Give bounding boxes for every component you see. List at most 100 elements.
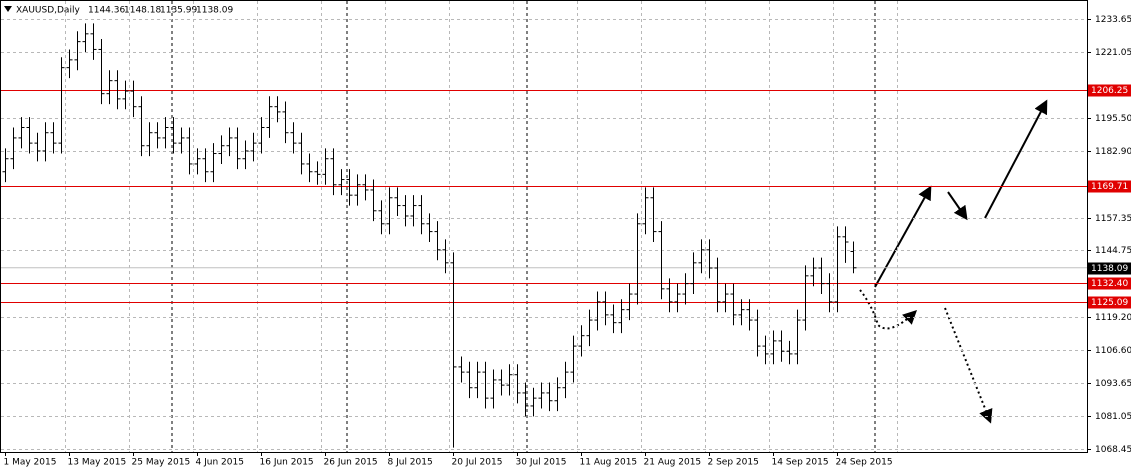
ohlc-bar [210, 143, 217, 183]
x-tick-label: 8 Jul 2015 [388, 458, 433, 468]
ohlc-bar [794, 309, 801, 365]
ohlc-bar [658, 221, 665, 300]
ohlc-bar [682, 273, 689, 305]
ohlc-bar [106, 70, 113, 105]
ohlc-bar [450, 252, 457, 448]
ohlc-bar [402, 195, 409, 227]
ohlc-bar [346, 169, 353, 206]
level-label: 1132.40 [1091, 279, 1128, 289]
ohlc-bar [338, 169, 345, 196]
ohlc-bar [586, 309, 593, 347]
ohlc-bar [522, 382, 529, 417]
ohlc-bar [82, 23, 89, 53]
ohlc-high: 1148.18 [124, 6, 161, 16]
ohlc-bar [426, 213, 433, 243]
ohlc-bar [18, 117, 25, 149]
ohlc-bar [282, 101, 289, 144]
ohlc-bar [394, 187, 401, 216]
level-label-box [1088, 180, 1131, 193]
ohlc-bar [506, 364, 513, 396]
ohlc-open: 1144.36 [88, 6, 125, 16]
ohlc-bar [634, 213, 641, 305]
ohlc-bar [514, 364, 521, 404]
ohlc-bar [770, 330, 777, 365]
ohlc-bar [618, 299, 625, 334]
ohlc-bar [410, 195, 417, 227]
ohlc-bar [98, 39, 105, 105]
ohlc-bar [546, 382, 553, 412]
ohlc-bar [34, 132, 41, 162]
ohlc-bar [10, 127, 17, 170]
ohlc-bar [170, 117, 177, 154]
ohlc-bar [90, 23, 97, 60]
ohlc-bar [234, 127, 241, 170]
ohlc-bar [274, 96, 281, 123]
ohlc-bar [26, 117, 33, 154]
ohlc-bar [530, 387, 537, 417]
x-tick-label: 16 Jun 2015 [260, 458, 314, 468]
ohlc-bar [818, 257, 825, 295]
ohlc-low: 1135.99 [160, 6, 197, 16]
ohlc-bar [322, 148, 329, 185]
ohlc-bar [698, 239, 705, 274]
ohlc-bar [330, 148, 337, 196]
chart-title: XAUUSD,Daily [16, 6, 80, 16]
ohlc-bar [834, 226, 841, 313]
ohlc-bar [714, 257, 721, 313]
y-tick-label: 1119.20 [1095, 313, 1131, 323]
ohlc-bar [562, 361, 569, 399]
ohlc-bar [218, 135, 225, 164]
y-tick-label: 1068.45 [1095, 445, 1131, 455]
ohlc-bar [570, 335, 577, 383]
x-tick-label: 20 Jul 2015 [452, 458, 503, 468]
ohlc-close: 1138.09 [196, 6, 233, 16]
ohlc-bar [250, 132, 257, 162]
ohlc-bar [418, 195, 425, 235]
menu-triangle [4, 6, 12, 12]
y-tick-label: 1221.05 [1095, 48, 1131, 58]
level-label-box [1088, 277, 1131, 290]
ohlc-bar [114, 70, 121, 110]
ohlc-bar [650, 187, 657, 243]
ohlc-bar [2, 148, 9, 183]
ohlc-bar [186, 127, 193, 175]
ohlc-bar [842, 226, 849, 263]
ohlc-bar [746, 299, 753, 331]
ohlc-bar [466, 361, 473, 399]
ohlc-bar [354, 174, 361, 206]
ohlc-bar [298, 132, 305, 175]
ohlc-bar [226, 127, 233, 157]
ohlc-bar [42, 122, 49, 162]
level-label: 1125.09 [1091, 298, 1128, 308]
ohlc-bar [266, 96, 273, 138]
ohlc-bar [74, 31, 81, 71]
ohlc-bar [386, 187, 393, 235]
ohlc-bar [50, 122, 57, 154]
x-tick-label: 26 Jun 2015 [324, 458, 378, 468]
ohlc-bar [458, 356, 465, 383]
ohlc-bar [482, 361, 489, 409]
ohlc-bar [314, 161, 321, 185]
current-price-label: 1138.09 [1091, 264, 1128, 274]
x-tick-label: 11 Aug 2015 [580, 458, 638, 468]
x-tick-label: 14 Sep 2015 [772, 458, 829, 468]
ohlc-bar [594, 291, 601, 331]
ohlc-bar [642, 187, 649, 235]
ohlc-bar [802, 265, 809, 331]
x-tick-label: 24 Sep 2015 [836, 458, 893, 468]
ohlc-bar [66, 49, 73, 79]
ohlc-bar [378, 200, 385, 235]
ohlc-bar [610, 304, 617, 334]
drawn-arrows [859, 99, 1048, 424]
ohlc-bar [258, 117, 265, 154]
ohlc-bar [722, 283, 729, 313]
ohlc-bar [554, 377, 561, 412]
plot-area [0, 0, 1088, 453]
y-tick-label: 1144.75 [1095, 246, 1131, 256]
x-tick-label: 30 Jul 2015 [516, 458, 567, 468]
level-label: 1206.25 [1091, 86, 1128, 96]
ohlc-bar [626, 283, 633, 321]
current-price-box [1088, 262, 1131, 275]
ohlc-bar [490, 369, 497, 409]
